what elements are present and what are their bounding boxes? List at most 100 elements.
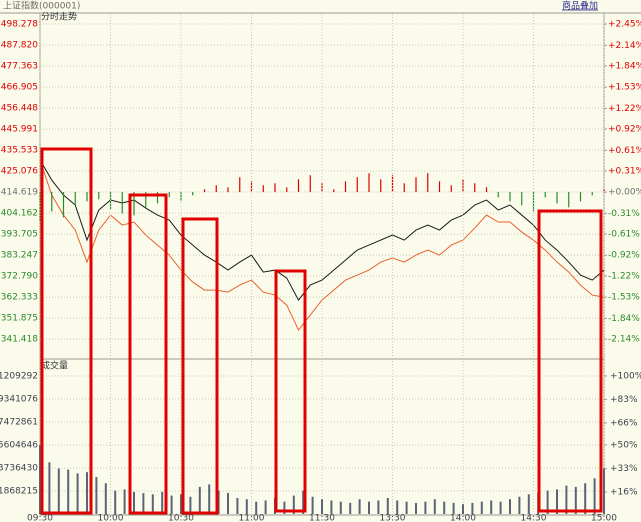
volume-bar (405, 501, 408, 514)
volume-bar (95, 477, 98, 514)
diff-bar (250, 181, 253, 193)
diff-bar (321, 183, 323, 193)
y2-tick-label: -0.31% (608, 209, 640, 219)
y-tick-label: 3393.705 (0, 230, 38, 240)
x-tick-label: 14:30 (521, 514, 547, 522)
x-tick-label: 11:30 (309, 514, 335, 522)
volume-bar (471, 502, 474, 514)
diff-bar (579, 192, 582, 202)
volume-bar (133, 491, 135, 514)
volume-bar (104, 483, 107, 514)
y-tick-label: 3736430 (0, 463, 38, 473)
x-tick-label: 11:00 (239, 514, 265, 522)
diff-bar (591, 192, 593, 196)
highlight-box (128, 193, 168, 515)
diff-bar (145, 192, 147, 208)
diff-bar (239, 177, 241, 193)
volume-bar (386, 497, 389, 514)
diff-bar (180, 192, 182, 202)
volume-bar (39, 445, 41, 514)
volume-bar (424, 501, 427, 514)
diff-bar (121, 192, 123, 214)
diff-bar (215, 185, 217, 193)
y-tick-label: 5604646 (0, 440, 38, 450)
highlight-box (181, 217, 219, 515)
diff-bar (309, 175, 311, 193)
y-tick-label: 3435.533 (0, 146, 38, 156)
highlight-box (274, 269, 307, 513)
y-tick-label: 3445.991 (0, 125, 38, 135)
diff-bar (333, 189, 335, 193)
diff-bar (203, 189, 206, 193)
volume-bar (415, 502, 417, 514)
highlight-box (40, 147, 93, 515)
diff-bar (497, 192, 499, 198)
y-tick-label: 3498.278 (0, 20, 38, 30)
diff-bar (86, 192, 88, 202)
volume-bar (518, 496, 521, 514)
y2-tick-label: -0.92% (608, 251, 640, 261)
y2-tick-label: +0.61% (608, 146, 641, 156)
y-tick-label: 3341.418 (0, 335, 38, 345)
y2-tick-label: +83% (610, 395, 638, 405)
y-tick-label: 3362.333 (0, 293, 38, 303)
y-tick-label: 1868215 (0, 486, 38, 496)
y2-tick-label: +33% (610, 464, 638, 474)
highlight-box (537, 209, 603, 513)
y2-tick-label: +0.00% (608, 188, 641, 198)
volume-bar (368, 501, 370, 514)
diff-bar (415, 177, 417, 193)
diff-bar (368, 173, 370, 193)
diff-bar (297, 179, 300, 193)
y-tick-label: 3383.247 (0, 251, 38, 261)
volume-bar (603, 468, 605, 514)
volume-bar (480, 501, 483, 514)
y2-tick-label: +1.53% (608, 83, 641, 93)
y2-tick-label: -1.84% (608, 314, 640, 324)
volume-bar (584, 483, 587, 514)
y-tick-label: 3487.820 (0, 41, 38, 51)
overlay-button[interactable]: 商品叠加 (562, 0, 598, 12)
diff-bar (156, 192, 159, 204)
volume-bar (311, 496, 314, 514)
volume-bar (377, 500, 380, 514)
volume-bar (574, 486, 577, 514)
diff-bar (485, 187, 488, 193)
y-tick-label: 11209292 (0, 371, 38, 381)
price-line (39, 159, 605, 332)
y2-tick-label: -1.22% (608, 271, 640, 281)
diff-bar (438, 181, 441, 193)
volume-bar (189, 496, 192, 514)
volume-bar (208, 484, 211, 514)
diff-bar (556, 192, 558, 204)
diff-bar (227, 187, 229, 193)
diff-bar (98, 192, 100, 200)
volume-bar (245, 499, 248, 514)
diff-bar (544, 192, 546, 198)
price-panel-title: 分时走势 (41, 11, 77, 23)
y-tick-label: 7472861 (0, 417, 38, 427)
diff-bar (344, 181, 347, 193)
diff-bar (391, 175, 394, 193)
diff-bar (568, 192, 570, 208)
x-tick-label: 15:00 (591, 514, 617, 522)
volume-bar (349, 502, 352, 514)
volume-bar (161, 491, 164, 514)
volume-bar (123, 489, 126, 514)
x-tick-label: 09:30 (27, 514, 53, 522)
y2-tick-label: +100% (610, 371, 641, 381)
y-tick-label: 3404.162 (0, 209, 38, 219)
volume-bar (151, 494, 154, 514)
x-tick-label: 13:30 (380, 514, 406, 522)
volume-bar (443, 501, 446, 514)
diff-bar (274, 183, 276, 193)
volume-bar (255, 501, 258, 514)
volume-bar (527, 494, 530, 514)
diff-bar (74, 192, 76, 206)
volume-bar (283, 501, 286, 514)
y-tick-label: 3477.363 (0, 62, 38, 72)
